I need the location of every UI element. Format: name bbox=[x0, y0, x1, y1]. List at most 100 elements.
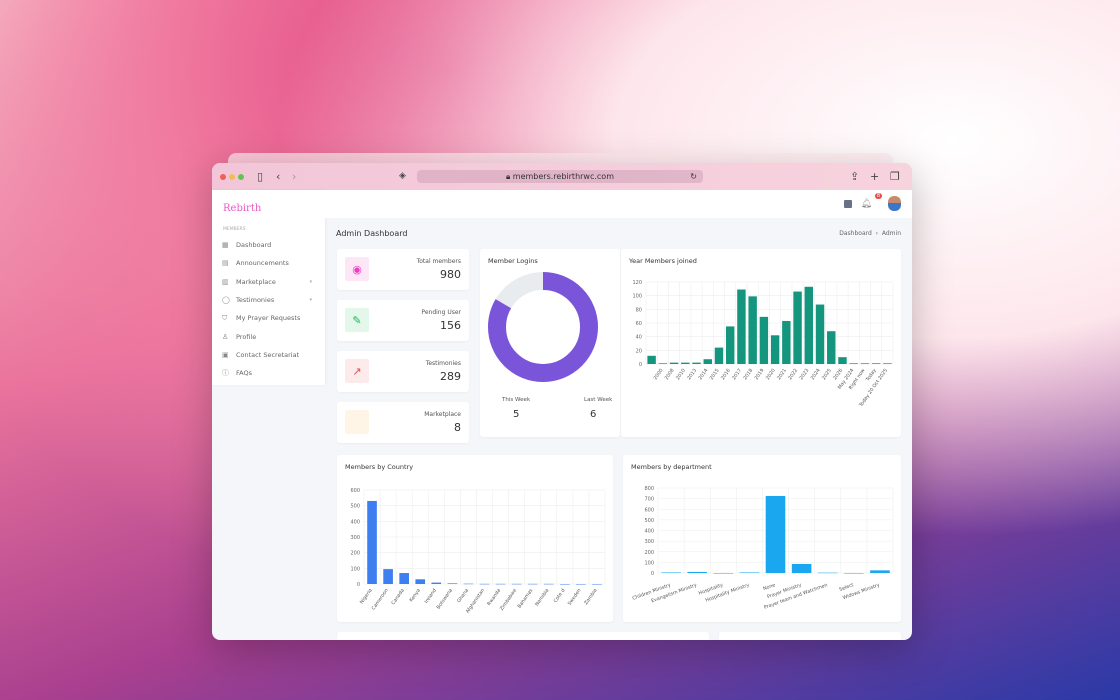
x-tick-label: 2008 bbox=[664, 368, 676, 381]
member-logins-card: Member Logins This Week 5 Last Week 6 bbox=[480, 249, 620, 437]
stat-label: Pending User bbox=[421, 309, 461, 316]
bar bbox=[687, 571, 707, 573]
bar bbox=[860, 363, 870, 364]
sidebar-item-faqs[interactable]: ⓘ FAQs bbox=[222, 366, 322, 380]
forward-icon[interactable]: › bbox=[292, 170, 297, 183]
x-tick-label: Ghana bbox=[456, 588, 470, 604]
stat-label: Testimonies bbox=[425, 360, 461, 367]
x-tick-label: Nigeria bbox=[359, 588, 374, 606]
bar bbox=[849, 363, 858, 364]
y-tick-label: 20 bbox=[636, 348, 642, 354]
share-icon[interactable]: ⇪ bbox=[850, 170, 860, 183]
shield-icon[interactable]: ◈ bbox=[399, 171, 406, 181]
browser-window: ▯ ‹ › ◈ 🔒︎ members.rebirthrwc.com ↻ ⇪ + ❐… bbox=[212, 163, 912, 640]
reload-icon[interactable]: ↻ bbox=[690, 172, 697, 181]
card-title: Members by department bbox=[631, 463, 712, 471]
this-week-value: 5 bbox=[513, 409, 520, 420]
sidebar-item-profile[interactable]: ♙ Profile bbox=[222, 330, 322, 344]
zoom-button[interactable] bbox=[238, 174, 244, 180]
close-button[interactable] bbox=[220, 174, 226, 180]
sidebar-item-dashboard[interactable]: ▦ Dashboard bbox=[222, 238, 322, 252]
x-tick-label: 2016 bbox=[720, 368, 732, 381]
grid-icon: ▦ bbox=[222, 241, 229, 249]
x-tick-label: 2020 bbox=[765, 368, 777, 381]
new-tab-icon[interactable]: + bbox=[870, 170, 880, 183]
y-tick-label: 100 bbox=[644, 560, 654, 566]
edit-icon: ✎ bbox=[345, 308, 369, 332]
minimize-button[interactable] bbox=[229, 174, 235, 180]
y-tick-label: 600 bbox=[350, 488, 360, 494]
bar bbox=[692, 362, 701, 364]
url-text: members.rebirthrwc.com bbox=[512, 172, 614, 181]
bar bbox=[748, 296, 757, 364]
bar bbox=[658, 363, 668, 364]
breadcrumb-dashboard[interactable]: Dashboard bbox=[839, 230, 872, 237]
card-title: Member Logins bbox=[488, 257, 538, 265]
bar bbox=[870, 570, 890, 573]
bar bbox=[739, 572, 760, 573]
y-tick-label: 600 bbox=[644, 507, 654, 513]
x-tick-label: 2014 bbox=[697, 368, 709, 381]
bar bbox=[543, 583, 554, 585]
logins-donut-chart bbox=[488, 272, 598, 382]
sidebar-item-label: FAQs bbox=[236, 369, 252, 378]
last-week-value: 6 bbox=[590, 409, 597, 420]
stat-value: 289 bbox=[440, 370, 461, 383]
bar bbox=[765, 495, 786, 573]
back-icon[interactable]: ‹ bbox=[276, 170, 281, 183]
bar bbox=[592, 584, 602, 585]
trending-up-icon: ↗ bbox=[345, 359, 369, 383]
sidebar-item-contact-secretariat[interactable]: ▣ Contact Secretariat bbox=[222, 348, 322, 362]
app-icon[interactable] bbox=[844, 200, 852, 208]
donut-this-week-segment bbox=[488, 272, 598, 382]
bar bbox=[647, 355, 656, 364]
store-icon: ▥ bbox=[222, 277, 229, 286]
bar bbox=[661, 572, 681, 573]
y-tick-label: 200 bbox=[350, 551, 360, 557]
x-tick-label: 2017 bbox=[731, 368, 743, 381]
sidebar-toggle-icon[interactable]: ▯ bbox=[257, 170, 264, 183]
bar bbox=[447, 583, 458, 584]
y-tick-label: 800 bbox=[644, 486, 654, 492]
x-tick-label: 2026 bbox=[832, 368, 844, 381]
tabs-overview-icon[interactable]: ❐ bbox=[890, 170, 900, 183]
stat-value: 156 bbox=[440, 319, 461, 332]
address-bar[interactable]: 🔒︎ members.rebirthrwc.com ↻ bbox=[417, 170, 703, 183]
y-tick-label: 0 bbox=[651, 571, 654, 577]
chevron-down-icon[interactable]: ▾ bbox=[309, 278, 312, 285]
chevron-down-icon[interactable]: ▾ bbox=[309, 296, 312, 303]
bar bbox=[793, 291, 802, 364]
bottom-card-left bbox=[337, 632, 709, 640]
members-by-country-card: Members by Country 0 100 200 300 400 500 600 Ni… bbox=[337, 455, 613, 622]
y-tick-label: 400 bbox=[350, 519, 360, 525]
bar bbox=[759, 316, 769, 364]
logo: Rebirth bbox=[223, 203, 262, 214]
bar bbox=[804, 286, 814, 364]
notification-badge: 8 bbox=[874, 193, 882, 199]
sidebar-item-my-prayer-requests[interactable]: ⛉ My Prayer Requests bbox=[222, 311, 322, 325]
stat-card-marketplace: Marketplace 8 bbox=[337, 402, 469, 443]
bar bbox=[669, 362, 679, 364]
sidebar-section-label: MEMBERS bbox=[223, 227, 246, 232]
bar bbox=[838, 357, 847, 364]
y-tick-label: 400 bbox=[644, 529, 654, 535]
y-tick-label: 500 bbox=[350, 504, 360, 510]
x-tick-label: Sweden bbox=[567, 588, 583, 607]
x-tick-label: 2022 bbox=[787, 368, 799, 381]
sidebar-item-marketplace[interactable]: ▥ Marketplace ▾ bbox=[222, 275, 322, 289]
last-week-label: Last Week bbox=[584, 397, 613, 403]
user-icon: ♙ bbox=[222, 332, 229, 341]
bar bbox=[827, 331, 836, 364]
stat-label: Marketplace bbox=[424, 411, 461, 418]
sidebar-item-label: Marketplace bbox=[236, 277, 276, 286]
help-icon: ⓘ bbox=[222, 369, 229, 378]
sidebar-item-announcements[interactable]: ▤ Announcements bbox=[222, 256, 322, 270]
bar bbox=[511, 583, 522, 585]
sidebar-item-testimonies[interactable]: ◯ Testimonies ▾ bbox=[222, 293, 322, 307]
y-tick-label: 80 bbox=[636, 307, 642, 313]
avatar[interactable] bbox=[888, 196, 901, 211]
bell-icon[interactable]: 🔔︎ bbox=[860, 199, 872, 209]
x-tick-label: Cote d bbox=[553, 588, 567, 604]
